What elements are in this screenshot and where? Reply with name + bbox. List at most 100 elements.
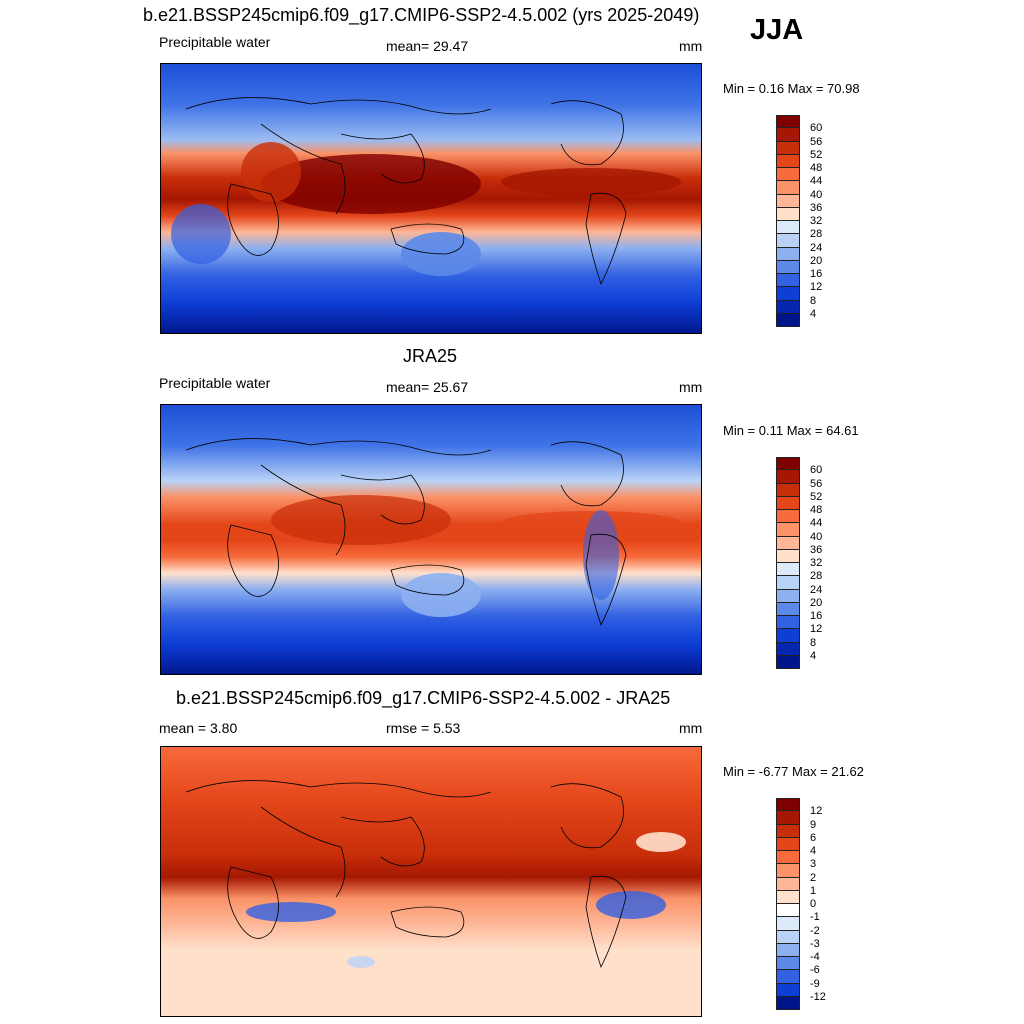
colorbar-segment	[776, 128, 800, 142]
panel-1-title: b.e21.BSSP245cmip6.f09_g17.CMIP6-SSP2-4.…	[143, 5, 700, 25]
colorbar-tick-label: 32	[810, 557, 823, 569]
panel-3-mean-label: mean = 3.80	[159, 720, 238, 736]
colorbar-tick-label: 20	[810, 254, 823, 267]
colorbar-segment	[776, 563, 800, 577]
colorbar-segment	[776, 274, 800, 288]
colorbar-tick-label: 44	[810, 175, 823, 188]
colorbar-tick-label: 28	[810, 228, 823, 241]
colorbar-tick-label: -12	[810, 990, 826, 1003]
panel-3-colorbar	[776, 798, 800, 1010]
season-label: JJA	[750, 14, 804, 46]
colorbar-tick-label: 2	[810, 871, 817, 884]
colorbar-segment	[776, 864, 800, 878]
colorbar-tick-label: 4	[810, 307, 817, 320]
colorbar-tick-label: 52	[810, 148, 823, 161]
colorbar-segment	[776, 655, 800, 669]
panel-2-minmax-label: Min = 0.11 Max = 64.61	[723, 423, 859, 438]
colorbar-segment	[776, 181, 800, 195]
colorbar-tick-label: -9	[810, 977, 820, 990]
colorbar-tick-label: 12	[810, 623, 823, 636]
colorbar-segment	[776, 983, 800, 997]
colorbar-segment	[776, 207, 800, 221]
colorbar-segment	[776, 549, 800, 563]
colorbar-tick-label: -1	[810, 911, 820, 924]
colorbar-tick-label: 6	[810, 831, 817, 844]
panel-1-map	[160, 63, 702, 334]
colorbar-tick-label: 24	[810, 583, 823, 596]
colorbar-tick-label: 48	[810, 162, 823, 174]
panel-3-title: b.e21.BSSP245cmip6.f09_g17.CMIP6-SSP2-4.…	[176, 688, 671, 708]
panel-2-variable-label: Precipitable water	[159, 375, 271, 391]
panel-3-minmax-label: Min = -6.77 Max = 21.62	[723, 764, 864, 779]
colorbar-segment	[776, 890, 800, 904]
panel-2-mean-label: mean= 25.67	[386, 379, 469, 395]
colorbar-tick-label: 0	[810, 898, 817, 910]
panel-2-colorbar	[776, 457, 800, 669]
colorbar-segment	[776, 589, 800, 603]
panel-2-map	[160, 404, 702, 675]
colorbar-tick-label: -4	[810, 951, 820, 963]
colorbar-segment	[776, 917, 800, 931]
colorbar-segment	[776, 247, 800, 261]
colorbar-segment	[776, 996, 800, 1010]
panel-3-rmse-label: rmse = 5.53	[386, 720, 461, 736]
colorbar-segment	[776, 141, 800, 155]
colorbar-segment	[776, 851, 800, 865]
colorbar-tick-label: 1	[810, 884, 817, 897]
colorbar-tick-label: 44	[810, 517, 823, 530]
colorbar-tick-label: 36	[810, 543, 823, 556]
colorbar-segment	[776, 457, 800, 471]
colorbar-segment	[776, 811, 800, 825]
colorbar-segment	[776, 194, 800, 208]
colorbar-segment	[776, 510, 800, 524]
panel-3-map	[160, 746, 702, 1017]
colorbar-segment	[776, 629, 800, 643]
colorbar-segment	[776, 313, 800, 327]
colorbar-tick-label: -2	[810, 924, 820, 937]
colorbar-segment	[776, 154, 800, 168]
panel-2-title: JRA25	[403, 346, 458, 366]
colorbar-tick-label: 9	[810, 818, 817, 831]
colorbar-tick-label: 3	[810, 858, 817, 871]
colorbar-tick-label: 40	[810, 530, 823, 543]
colorbar-segment	[776, 616, 800, 630]
panel-1-minmax-label: Min = 0.16 Max = 70.98	[723, 81, 860, 96]
colorbar-segment	[776, 234, 800, 248]
panel-3-units-label: mm	[679, 720, 703, 736]
colorbar-tick-label: 60	[810, 122, 823, 135]
colorbar-segment	[776, 523, 800, 537]
colorbar-segment	[776, 221, 800, 235]
colorbar-tick-label: 16	[810, 610, 823, 622]
colorbar-tick-label: 4	[810, 845, 817, 857]
colorbar-segment	[776, 970, 800, 984]
colorbar-tick-label: 40	[810, 188, 823, 201]
colorbar-segment	[776, 496, 800, 510]
colorbar-segment	[776, 576, 800, 590]
colorbar-segment	[776, 602, 800, 616]
colorbar-tick-label: 36	[810, 201, 823, 214]
colorbar-segment	[776, 798, 800, 812]
colorbar-tick-label: 12	[810, 805, 823, 818]
colorbar-segment	[776, 943, 800, 957]
colorbar-tick-label: 16	[810, 268, 823, 280]
colorbar-tick-label: 48	[810, 504, 823, 516]
colorbar-segment	[776, 168, 800, 182]
panel-1-variable-label: Precipitable water	[159, 34, 271, 50]
colorbar-segment	[776, 824, 800, 838]
panel-2-units-label: mm	[679, 379, 703, 395]
panel-1-mean-label: mean= 29.47	[386, 38, 469, 54]
colorbar-tick-label: 24	[810, 241, 823, 254]
colorbar-segment	[776, 877, 800, 891]
colorbar-tick-label: 56	[810, 477, 823, 490]
colorbar-segment	[776, 260, 800, 274]
colorbar-segment	[776, 904, 800, 918]
colorbar-segment	[776, 536, 800, 550]
colorbar-segment	[776, 115, 800, 129]
colorbar-segment	[776, 300, 800, 314]
panel-1-colorbar	[776, 115, 800, 327]
colorbar-tick-label: 60	[810, 464, 823, 477]
colorbar-tick-label: 20	[810, 596, 823, 609]
colorbar-segment	[776, 957, 800, 971]
colorbar-tick-label: -6	[810, 964, 820, 977]
colorbar-segment	[776, 642, 800, 656]
